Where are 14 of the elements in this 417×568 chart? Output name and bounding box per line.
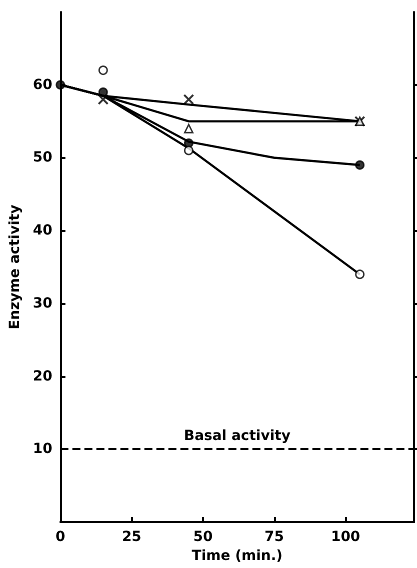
y-tick-label: 20 — [32, 368, 53, 384]
x-tick-label: 25 — [122, 529, 142, 546]
x-axis-title: Time (min.) — [192, 548, 283, 564]
y-axis-title: Enzyme activity — [7, 204, 23, 330]
x-tick-label: 75 — [264, 529, 284, 546]
y-tick-label: 30 — [32, 295, 53, 312]
ref-line-label: Basal activity — [184, 428, 290, 444]
x-tick-label: 50 — [193, 529, 213, 546]
y-tick-label: 50 — [32, 150, 53, 166]
y-tick-label: 40 — [32, 222, 53, 239]
x-tick-label: 0 — [56, 529, 66, 546]
y-tick-label: 60 — [32, 76, 53, 93]
y-tick-label: 10 — [32, 441, 53, 458]
x-tick-label: 100 — [330, 529, 360, 546]
